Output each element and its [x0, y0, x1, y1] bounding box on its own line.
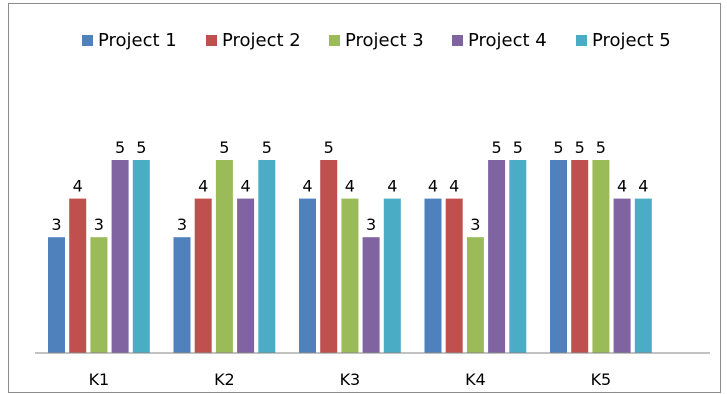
data-label-k1-project-2: 4: [73, 177, 83, 196]
data-label-k5-project-4: 4: [617, 177, 627, 196]
legend-swatch-4: [452, 35, 463, 46]
data-label-k1-project-5: 5: [136, 138, 146, 157]
bar-k3-project-2: [320, 160, 338, 353]
data-label-k1-project-1: 3: [51, 215, 61, 234]
data-label-k4-project-5: 5: [513, 138, 523, 157]
data-label-k2-project-4: 4: [241, 177, 251, 196]
data-label-k3-project-4: 3: [366, 215, 376, 234]
legend-swatch-1: [82, 35, 93, 46]
bar-k2-project-2: [194, 198, 212, 353]
bar-k4-project-3: [466, 237, 484, 353]
data-label-k4-project-3: 3: [470, 215, 480, 234]
bar-k2-project-5: [258, 160, 276, 353]
legend-label-5: Project 5: [592, 30, 671, 51]
bar-k4-project-4: [488, 160, 506, 353]
data-label-k3-project-2: 5: [324, 138, 334, 157]
bar-k1-project-3: [90, 237, 108, 353]
chart-area: Project 1 Project 2 Project 3 Project 4 Proj…: [8, 3, 721, 393]
legend-label-1: Project 1: [98, 30, 177, 51]
data-label-k2-project-3: 5: [219, 138, 229, 157]
bar-k3-project-1: [299, 198, 316, 353]
legend-swatch-5: [576, 35, 587, 46]
data-label-k1-project-4: 5: [115, 138, 125, 157]
bar-k5-project-4: [613, 198, 631, 353]
data-label-k1-project-3: 3: [94, 215, 104, 234]
bar-k5-project-2: [571, 160, 589, 353]
x-axis-ticks: K1 K2 K3 K4 K5: [89, 370, 612, 389]
data-label-k5-project-2: 5: [575, 138, 585, 157]
bar-k2-project-3: [215, 160, 233, 353]
data-label-k3-project-3: 4: [345, 177, 355, 196]
legend-label-4: Project 4: [468, 30, 547, 51]
x-tick-k1: K1: [89, 370, 110, 389]
bar-k1-project-2: [69, 198, 87, 353]
bar-k4-project-2: [445, 198, 463, 353]
bar-chart: Project 1 Project 2 Project 3 Project 4 Proj…: [35, 30, 710, 389]
data-label-k2-project-1: 3: [177, 215, 187, 234]
legend-label-2: Project 2: [222, 30, 301, 51]
data-label-k2-project-2: 4: [198, 177, 208, 196]
data-label-k4-project-4: 5: [492, 138, 502, 157]
legend-label-3: Project 3: [345, 30, 424, 51]
legend-swatch-2: [206, 35, 217, 46]
bar-k5-project-5: [634, 198, 652, 353]
bar-k4-project-5: [509, 160, 527, 353]
data-label-k5-project-5: 4: [638, 177, 648, 196]
bar-k3-project-5: [383, 198, 401, 353]
data-label-k2-project-5: 5: [262, 138, 272, 157]
data-label-k3-project-5: 4: [387, 177, 397, 196]
data-label-k4-project-1: 4: [428, 177, 438, 196]
data-label-k5-project-3: 5: [596, 138, 606, 157]
bar-k5-project-3: [592, 160, 610, 353]
bar-k1-project-1: [48, 237, 65, 353]
bar-k1-project-5: [132, 160, 150, 353]
bar-k2-project-4: [237, 198, 255, 353]
data-label-k5-project-1: 5: [553, 138, 563, 157]
bar-k3-project-3: [341, 198, 359, 353]
x-tick-k3: K3: [340, 370, 361, 389]
bar-k2-project-1: [173, 237, 191, 353]
bar-k1-project-4: [111, 160, 129, 353]
data-label-k3-project-1: 4: [302, 177, 312, 196]
x-tick-k5: K5: [591, 370, 612, 389]
data-label-k4-project-2: 4: [449, 177, 459, 196]
x-tick-k2: K2: [214, 370, 235, 389]
bar-k4-project-1: [424, 198, 442, 353]
bar-k3-project-4: [362, 237, 380, 353]
x-tick-k4: K4: [465, 370, 486, 389]
legend: Project 1 Project 2 Project 3 Project 4 Proj…: [82, 30, 671, 51]
bar-k5-project-1: [550, 160, 567, 353]
legend-swatch-3: [329, 35, 340, 46]
